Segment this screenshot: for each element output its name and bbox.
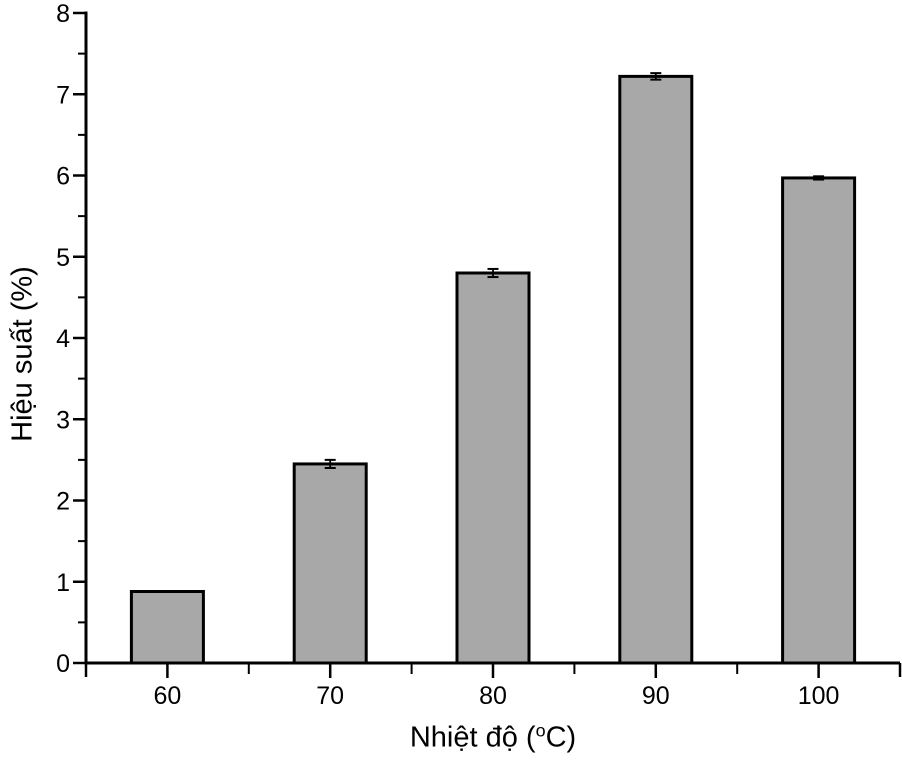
x-axis-title-prefix: Nhiệt độ (: [409, 721, 536, 754]
x-tick-label-60: 60: [153, 682, 181, 710]
y-tick-label-7: 7: [56, 81, 70, 109]
y-tick-label-4: 4: [56, 325, 70, 353]
x-tick-label-90: 90: [642, 682, 670, 710]
bar-90: [618, 74, 694, 665]
y-axis-title: Hiệu suất (%): [6, 266, 39, 442]
x-tick-label-80: 80: [479, 682, 507, 710]
x-tick-label-70: 70: [316, 682, 344, 710]
x-axis-title-superscript: o: [535, 720, 546, 741]
bar-100: [781, 176, 857, 665]
bar-80: [455, 271, 531, 665]
y-tick-label-8: 8: [56, 0, 70, 28]
y-axis-title-text: Hiệu suất (%): [6, 266, 39, 442]
bar-70: [292, 462, 368, 665]
bar-60: [129, 590, 205, 665]
y-tick-label-6: 6: [56, 163, 70, 191]
x-tick-label-100: 100: [798, 682, 840, 710]
y-tick-label-2: 2: [56, 488, 70, 516]
y-tick-label-3: 3: [56, 406, 70, 434]
y-tick-label-5: 5: [56, 244, 70, 272]
x-axis-title-suffix: C): [545, 721, 577, 754]
y-tick-label-1: 1: [56, 569, 70, 597]
y-tick-label-0: 0: [56, 650, 70, 678]
x-axis-title: Nhiệt độ (oC): [410, 722, 576, 753]
